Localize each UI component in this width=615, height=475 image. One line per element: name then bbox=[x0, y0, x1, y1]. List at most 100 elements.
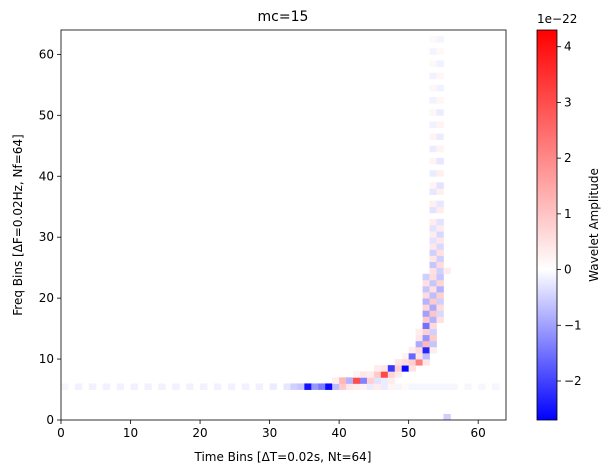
colorbar-exponent: 1e−22 bbox=[537, 12, 577, 26]
heatmap-cell bbox=[443, 267, 451, 275]
heatmap-cell bbox=[346, 377, 354, 384]
heatmap-cell bbox=[436, 133, 444, 141]
heatmap-cell bbox=[436, 182, 444, 189]
colorbar bbox=[536, 29, 558, 421]
heatmap-cell bbox=[429, 109, 437, 116]
heatmap-cell bbox=[436, 237, 444, 244]
heatmap-cell bbox=[429, 84, 437, 92]
heatmap-cell bbox=[318, 383, 326, 390]
y-tick-label: 40 bbox=[39, 169, 54, 183]
heatmap-cell bbox=[436, 109, 444, 116]
heatmap-cell bbox=[353, 383, 361, 390]
heatmap-cell bbox=[429, 145, 437, 153]
heatmap-cell bbox=[387, 371, 396, 378]
heatmap-cell bbox=[387, 365, 396, 372]
heatmap-cell bbox=[443, 383, 451, 390]
x-tick-label: 30 bbox=[262, 426, 277, 440]
heatmap-cell bbox=[422, 304, 430, 311]
heatmap-cell bbox=[429, 310, 437, 317]
x-tick-label: 50 bbox=[401, 426, 416, 440]
heatmap-cell bbox=[422, 328, 430, 336]
y-tick-label: 50 bbox=[39, 108, 54, 122]
heatmap-cell bbox=[401, 352, 410, 360]
heatmap-cell bbox=[116, 383, 124, 390]
heatmap-cell bbox=[429, 48, 437, 55]
heatmap-cell bbox=[332, 377, 340, 384]
heatmap-cell bbox=[429, 182, 437, 189]
heatmap-cell bbox=[429, 218, 437, 226]
heatmap-cell bbox=[436, 316, 444, 323]
heatmap-cell bbox=[429, 60, 437, 67]
heatmap-cell bbox=[422, 273, 430, 281]
heatmap-cell bbox=[429, 249, 437, 256]
colorbar-tick-label: −2 bbox=[564, 374, 582, 388]
heatmap-cell bbox=[339, 377, 347, 384]
chart-title: mc=15 bbox=[258, 9, 309, 25]
heatmap-cell bbox=[415, 359, 423, 366]
heatmap-cell bbox=[366, 383, 375, 390]
heatmap-cell bbox=[394, 383, 403, 390]
heatmap-cell bbox=[436, 145, 444, 153]
heatmap-cell bbox=[436, 383, 444, 390]
heatmap-cell bbox=[429, 133, 437, 141]
heatmap-cell bbox=[359, 371, 368, 378]
heatmap-cell bbox=[227, 383, 236, 390]
y-tick-label: 30 bbox=[39, 230, 54, 244]
heatmap-cell bbox=[429, 121, 437, 128]
heatmap-cell bbox=[464, 383, 472, 390]
heatmap-cell bbox=[408, 352, 417, 360]
heatmap-cell bbox=[380, 365, 389, 372]
heatmap-cell bbox=[429, 237, 437, 244]
heatmap-cell bbox=[429, 157, 437, 165]
heatmap-cell bbox=[422, 346, 430, 354]
heatmap-cell bbox=[408, 383, 417, 390]
heatmap-cells bbox=[61, 36, 500, 420]
heatmap-cell bbox=[436, 170, 444, 177]
colorbar-tick-label: −1 bbox=[564, 318, 582, 332]
colorbar-tick-label: 3 bbox=[564, 95, 572, 109]
heatmap-cell bbox=[436, 84, 444, 92]
y-tick-label: 0 bbox=[46, 413, 54, 427]
heatmap-cell bbox=[422, 279, 430, 287]
heatmap-cell bbox=[311, 383, 319, 390]
heatmap-cell bbox=[429, 285, 437, 293]
heatmap-cell bbox=[429, 170, 437, 177]
colorbar-tick-label: 4 bbox=[564, 40, 572, 54]
heatmap-cell bbox=[429, 231, 437, 238]
heatmap-cell bbox=[401, 359, 410, 366]
heatmap-cell bbox=[422, 334, 430, 342]
heatmap-cell bbox=[415, 383, 423, 390]
heatmap-cell bbox=[380, 383, 389, 390]
heatmap-cell bbox=[422, 298, 430, 305]
heatmap-cell bbox=[415, 334, 423, 342]
heatmap-cell bbox=[429, 328, 437, 336]
heatmap-cell bbox=[380, 377, 389, 384]
heatmap-cell bbox=[130, 383, 138, 390]
heatmap-cell bbox=[366, 377, 375, 384]
heatmap-cell bbox=[436, 60, 444, 67]
heatmap-cell bbox=[422, 316, 430, 323]
heatmap-cell bbox=[478, 383, 486, 390]
heatmap-cell bbox=[408, 359, 417, 366]
heatmap-cell bbox=[436, 298, 444, 305]
heatmap-cell bbox=[429, 97, 437, 104]
heatmap-cell bbox=[200, 383, 208, 390]
heatmap-cell bbox=[408, 346, 417, 354]
heatmap-cell bbox=[436, 72, 444, 80]
colorbar-tick-label: 2 bbox=[564, 151, 572, 165]
heatmap-cell bbox=[387, 377, 396, 384]
heatmap-cell bbox=[339, 383, 347, 390]
heatmap-cell bbox=[436, 273, 444, 281]
heatmap-cell bbox=[158, 383, 166, 390]
heatmap-cell bbox=[436, 304, 444, 311]
y-tick-label: 60 bbox=[39, 47, 54, 61]
heatmap-cell bbox=[429, 292, 437, 299]
heatmap-cell bbox=[436, 200, 444, 208]
heatmap-cell bbox=[408, 365, 417, 372]
heatmap-cell bbox=[415, 340, 423, 348]
heatmap-cell bbox=[436, 310, 444, 317]
heatmap-cell bbox=[436, 243, 444, 250]
heatmap-cell bbox=[269, 383, 277, 390]
heatmap-cell bbox=[394, 365, 403, 372]
heatmap-cell bbox=[415, 352, 423, 360]
